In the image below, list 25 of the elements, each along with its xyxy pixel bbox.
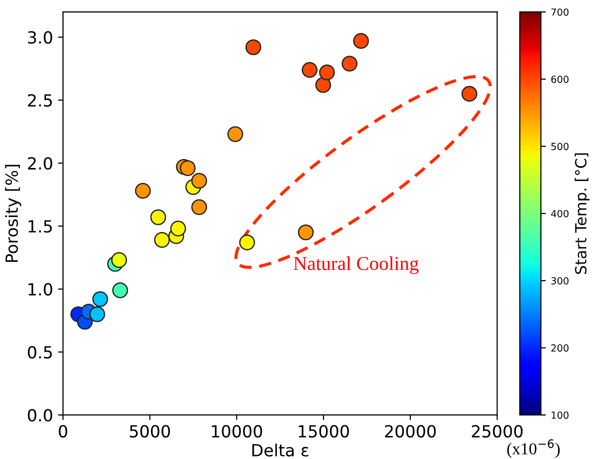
y-tick-label: 0.5 xyxy=(28,346,52,359)
x-tick-label: 15000 xyxy=(298,425,349,438)
color-bar-label: 200 xyxy=(551,344,569,352)
color-bar-label: 600 xyxy=(551,76,569,83)
annotation: Natural Cooling xyxy=(294,256,419,274)
color-bar-title: Start Temp. [°C] xyxy=(574,153,590,274)
color-bar-label: 500 xyxy=(551,142,569,150)
x-tick-label: 5000 xyxy=(130,425,170,438)
color-bar-label: 700 xyxy=(551,8,569,16)
y-tick-label: 1.0 xyxy=(28,283,52,296)
y-tick-label: 2.5 xyxy=(28,94,52,107)
y-tick-label: 1.5 xyxy=(28,220,52,233)
color-bar-label: 100 xyxy=(552,411,569,419)
x-axis-title: Delta ε xyxy=(252,444,308,457)
x-tick-label: 20000 xyxy=(385,425,436,438)
y-tick-label: 2.0 xyxy=(28,157,52,170)
y-tick-label: 3.0 xyxy=(28,31,52,44)
color-bar-label: 300 xyxy=(551,277,569,284)
color-bar-label: 400 xyxy=(551,210,569,218)
x-tick-label: 10000 xyxy=(212,425,262,438)
y-tick-label: 0.0 xyxy=(28,408,52,422)
x-tick-label: 25000 xyxy=(472,425,523,438)
text: (x10$^{−6}$) xyxy=(507,439,560,458)
y-axis-title: Porosity [%] xyxy=(5,164,22,262)
x-tick-label: 0 xyxy=(58,425,68,438)
